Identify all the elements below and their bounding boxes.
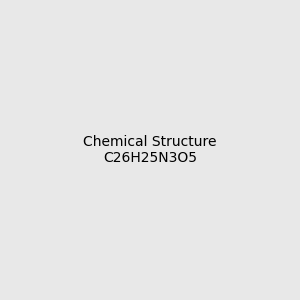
Text: Chemical Structure
C26H25N3O5: Chemical Structure C26H25N3O5: [83, 135, 217, 165]
